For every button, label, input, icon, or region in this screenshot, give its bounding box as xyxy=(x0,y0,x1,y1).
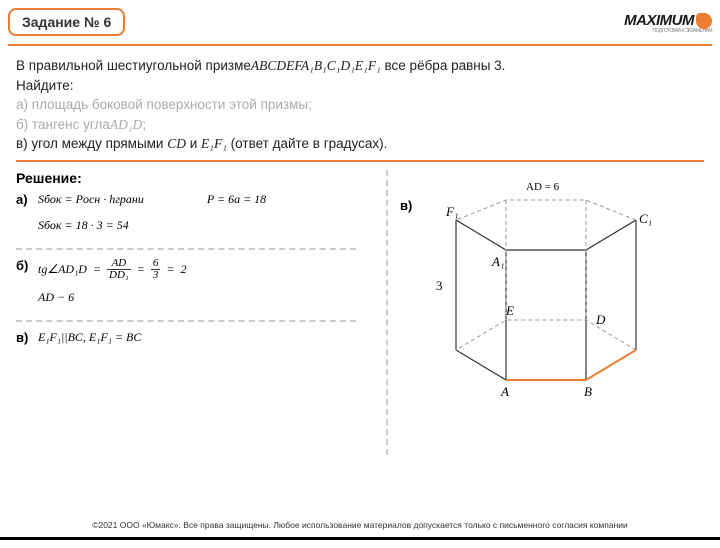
pb-math: AD₁D xyxy=(110,117,142,132)
sb-f1l: tg∠AD₁D xyxy=(38,262,87,277)
sol-b-f1: tg∠AD₁D = AD DD₁ = 6 3 = 2 xyxy=(38,258,186,282)
edge-len: 3 xyxy=(436,278,443,293)
lbl-E: E xyxy=(505,303,514,318)
solution-b: б) tg∠AD₁D = AD DD₁ = 6 3 = 2 xyxy=(16,258,386,282)
lbl-F1: F₁ xyxy=(445,204,458,219)
problem-line2: Найдите: xyxy=(16,76,704,96)
pl1-math: ABCDEFA₁B₁C₁D₁E₁F₁ xyxy=(251,58,381,73)
sb-frac1: AD DD₁ xyxy=(107,258,131,282)
sol-a-f2: P = 6a = 18 xyxy=(207,192,266,206)
pc-post: (ответ дайте в градусах). xyxy=(227,136,387,151)
solution-c: в) E₁F₁||BC, E₁F₁ = BC xyxy=(16,330,386,350)
lbl-D: D xyxy=(595,312,606,327)
sa-f3l: Sбок xyxy=(38,218,62,232)
logo-icon xyxy=(696,13,712,29)
footer: ©2021 ООО «Юмакс». Все права защищены. Л… xyxy=(0,515,720,540)
figure-panel: в) xyxy=(386,170,704,455)
sb-eq2: 2 xyxy=(180,262,186,277)
pc-pre: в) угол между прямыми xyxy=(16,136,167,151)
pc-m1: CD xyxy=(167,136,186,151)
footer-text: ©2021 ООО «Юмакс». Все права защищены. Л… xyxy=(92,520,628,530)
solution-b-line2: AD − 6 xyxy=(16,290,386,310)
sa-f1r: Pосн · hграни xyxy=(76,192,144,206)
solution-a: а) Sбок = Pосн · hграни P = 6a = 18 xyxy=(16,192,386,212)
pl1-pre: В правильной шестиугольной призме xyxy=(16,58,251,73)
figure-label: в) xyxy=(400,198,412,213)
sol-a-f3: Sбок = 18 · 3 = 54 xyxy=(38,218,129,232)
divider-dashed-2 xyxy=(16,320,356,322)
sb-fr1d: DD₁ xyxy=(107,270,131,282)
solution-title: Решение: xyxy=(16,170,386,186)
pc-m2: E₁F₁ xyxy=(201,136,227,151)
problem-line1: В правильной шестиугольной призмеABCDEFA… xyxy=(16,56,704,76)
sol-a-f1: Sбок = Pосн · hграни xyxy=(38,192,147,206)
lbl-A: A xyxy=(500,384,509,399)
problem-part-c: в) угол между прямыми CD и E₁F₁ (ответ д… xyxy=(16,134,704,154)
prism-svg: A B C₁ D E F₁ A₁ 3 AD = 6 xyxy=(396,170,686,450)
sol-b-label: б) xyxy=(16,258,28,273)
sol-a-label: а) xyxy=(16,192,28,207)
problem-part-b: б) тангенс углаAD₁D; xyxy=(16,115,704,135)
lbl-AD: AD = 6 xyxy=(526,181,560,193)
lbl-C1: C₁ xyxy=(639,211,652,226)
logo-text: MAXIMUM xyxy=(624,12,694,29)
sol-c-f1: E₁F₁||BC, E₁F₁ = BC xyxy=(38,330,141,344)
sol-b-f2: AD − 6 xyxy=(38,290,74,304)
task-badge: Задание № 6 xyxy=(8,8,125,36)
pc-mid: и xyxy=(186,136,201,151)
sb-fr2d: 3 xyxy=(151,270,161,282)
lbl-B: B xyxy=(584,384,592,399)
divider-orange xyxy=(16,160,704,162)
sol-c-label: в) xyxy=(16,330,28,345)
problem-part-a: а) площадь боковой поверхности этой приз… xyxy=(16,95,704,115)
pb-pre: б) тангенс угла xyxy=(16,117,110,132)
problem-statement: В правильной шестиугольной призмеABCDEFA… xyxy=(16,56,704,154)
solution-a-line2: Sбок = 18 · 3 = 54 xyxy=(16,218,386,238)
brand-logo: MAXIMUM ПОДГОТОВКА К ЭКЗАМЕНАМ xyxy=(624,12,712,34)
lbl-A1: A₁ xyxy=(491,254,504,269)
divider-dashed-1 xyxy=(16,248,356,250)
sa-f3r: 18 · 3 = 54 xyxy=(76,218,129,232)
solution-panel: Решение: а) Sбок = Pосн · hграни P = 6a … xyxy=(16,170,386,455)
pl1-post: все рёбра равны 3. xyxy=(381,58,506,73)
pb-post: ; xyxy=(142,117,146,132)
sb-frac2: 6 3 xyxy=(151,258,161,282)
sa-f1l: Sбок xyxy=(38,192,62,206)
